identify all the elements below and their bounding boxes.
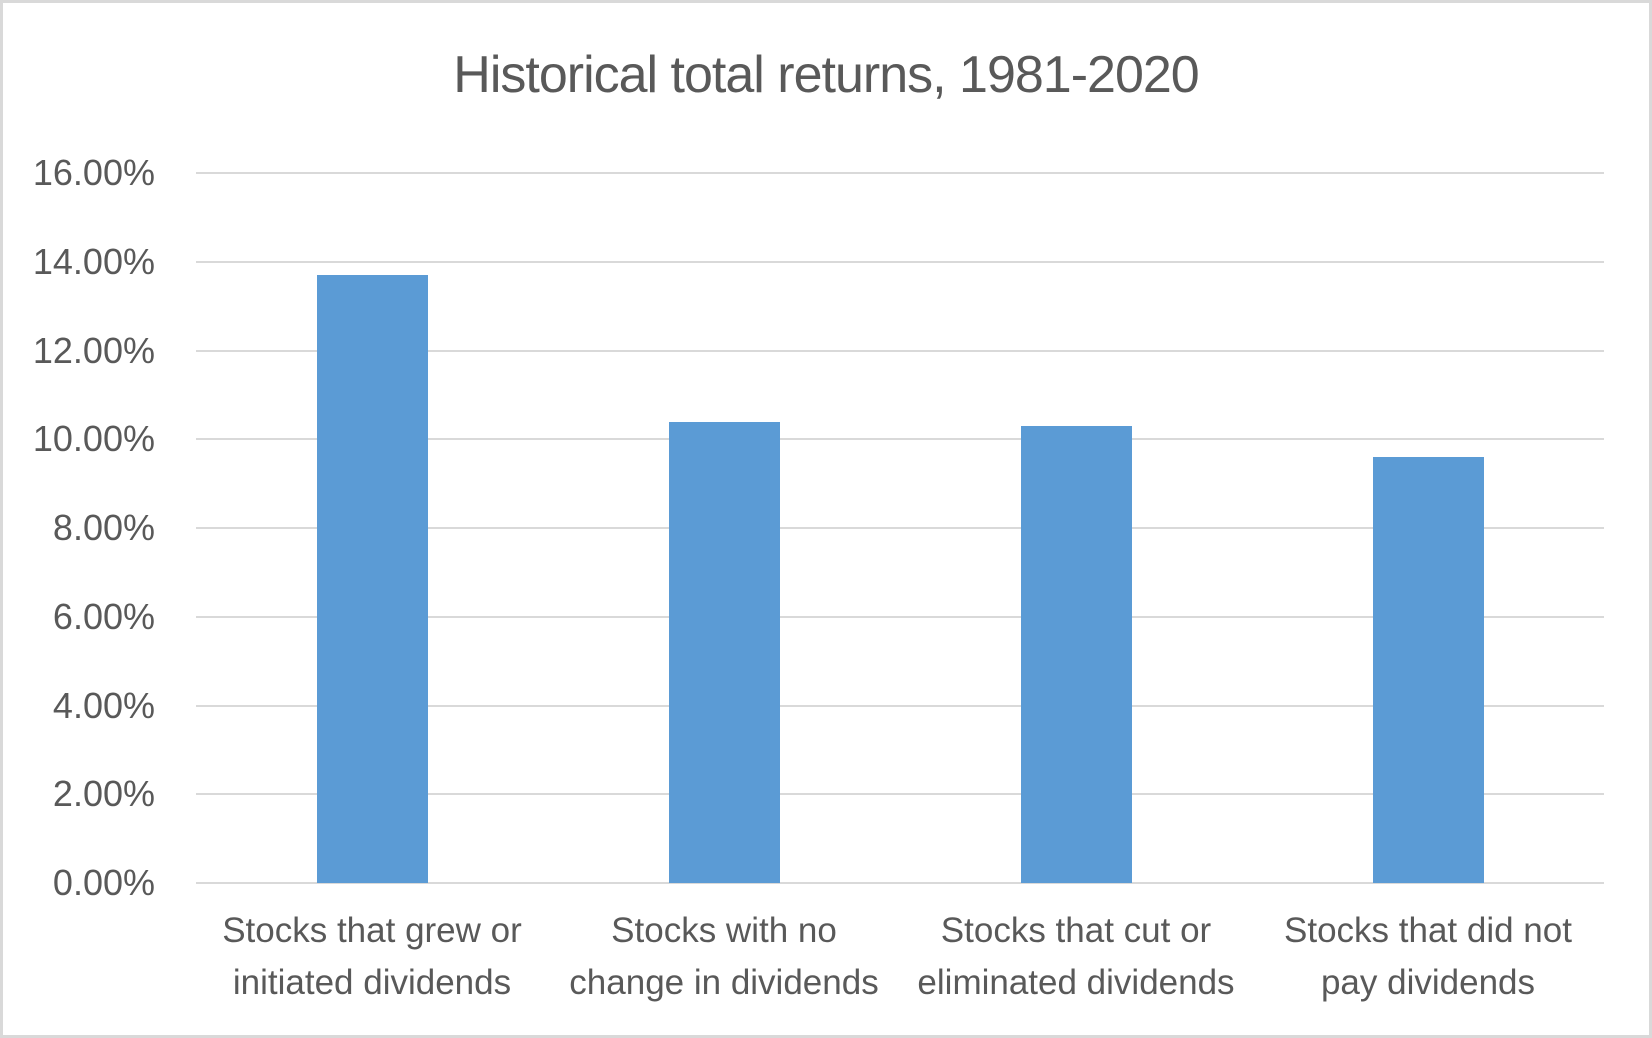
y-tick-label: 2.00% [52, 773, 155, 815]
bar-3 [1020, 425, 1132, 883]
bar-1 [316, 275, 428, 883]
x-category-label-line: eliminated dividends [917, 963, 1235, 1002]
x-category-label-line: Stocks with no [611, 911, 837, 950]
x-category-label-line: Stocks that did not [1284, 911, 1572, 950]
y-tick-label: 0.00% [52, 862, 155, 903]
bar-4 [1372, 457, 1484, 883]
y-tick-label: 4.00% [52, 684, 155, 726]
gridline [196, 349, 1604, 352]
y-tick-label: 16.00% [32, 152, 155, 193]
y-tick-label: 10.00% [32, 418, 155, 460]
gridline [196, 793, 1604, 796]
x-category-label-line: initiated dividends [232, 963, 512, 1002]
x-category-label-line: Stocks that cut or [940, 911, 1212, 950]
x-axis-line [196, 882, 1604, 884]
x-category-label-line: Stocks that grew or [222, 911, 522, 950]
bar-2 [668, 421, 780, 883]
x-category-label: Stocks that did not pay dividends [1252, 905, 1604, 1009]
gridline [196, 704, 1604, 707]
x-category-label: Stocks that grew or initiated dividends [196, 905, 548, 1009]
chart-title: Historical total returns, 1981-2020 [453, 46, 1199, 104]
x-category-label-line: pay dividends [1320, 963, 1536, 1002]
gridline [196, 527, 1604, 529]
gridline [196, 172, 1604, 174]
plot-area [196, 172, 1604, 884]
x-category-label: Stocks that cut or eliminated dividends [900, 905, 1252, 1009]
x-category-label-line: change in dividends [569, 963, 879, 1002]
gridline [196, 260, 1604, 263]
y-tick-label: 6.00% [52, 595, 155, 637]
y-tick-label: 14.00% [32, 240, 155, 282]
y-tick-label: 8.00% [52, 507, 155, 548]
gridline [196, 615, 1604, 618]
gridline [196, 438, 1604, 441]
x-category-label: Stocks with no change in dividends [548, 905, 900, 1009]
y-axis: 0.00% 2.00% 4.00% 6.00% 8.00% 10.00% 12.00% 14.… [3, 152, 163, 903]
y-tick-label: 12.00% [32, 329, 155, 371]
